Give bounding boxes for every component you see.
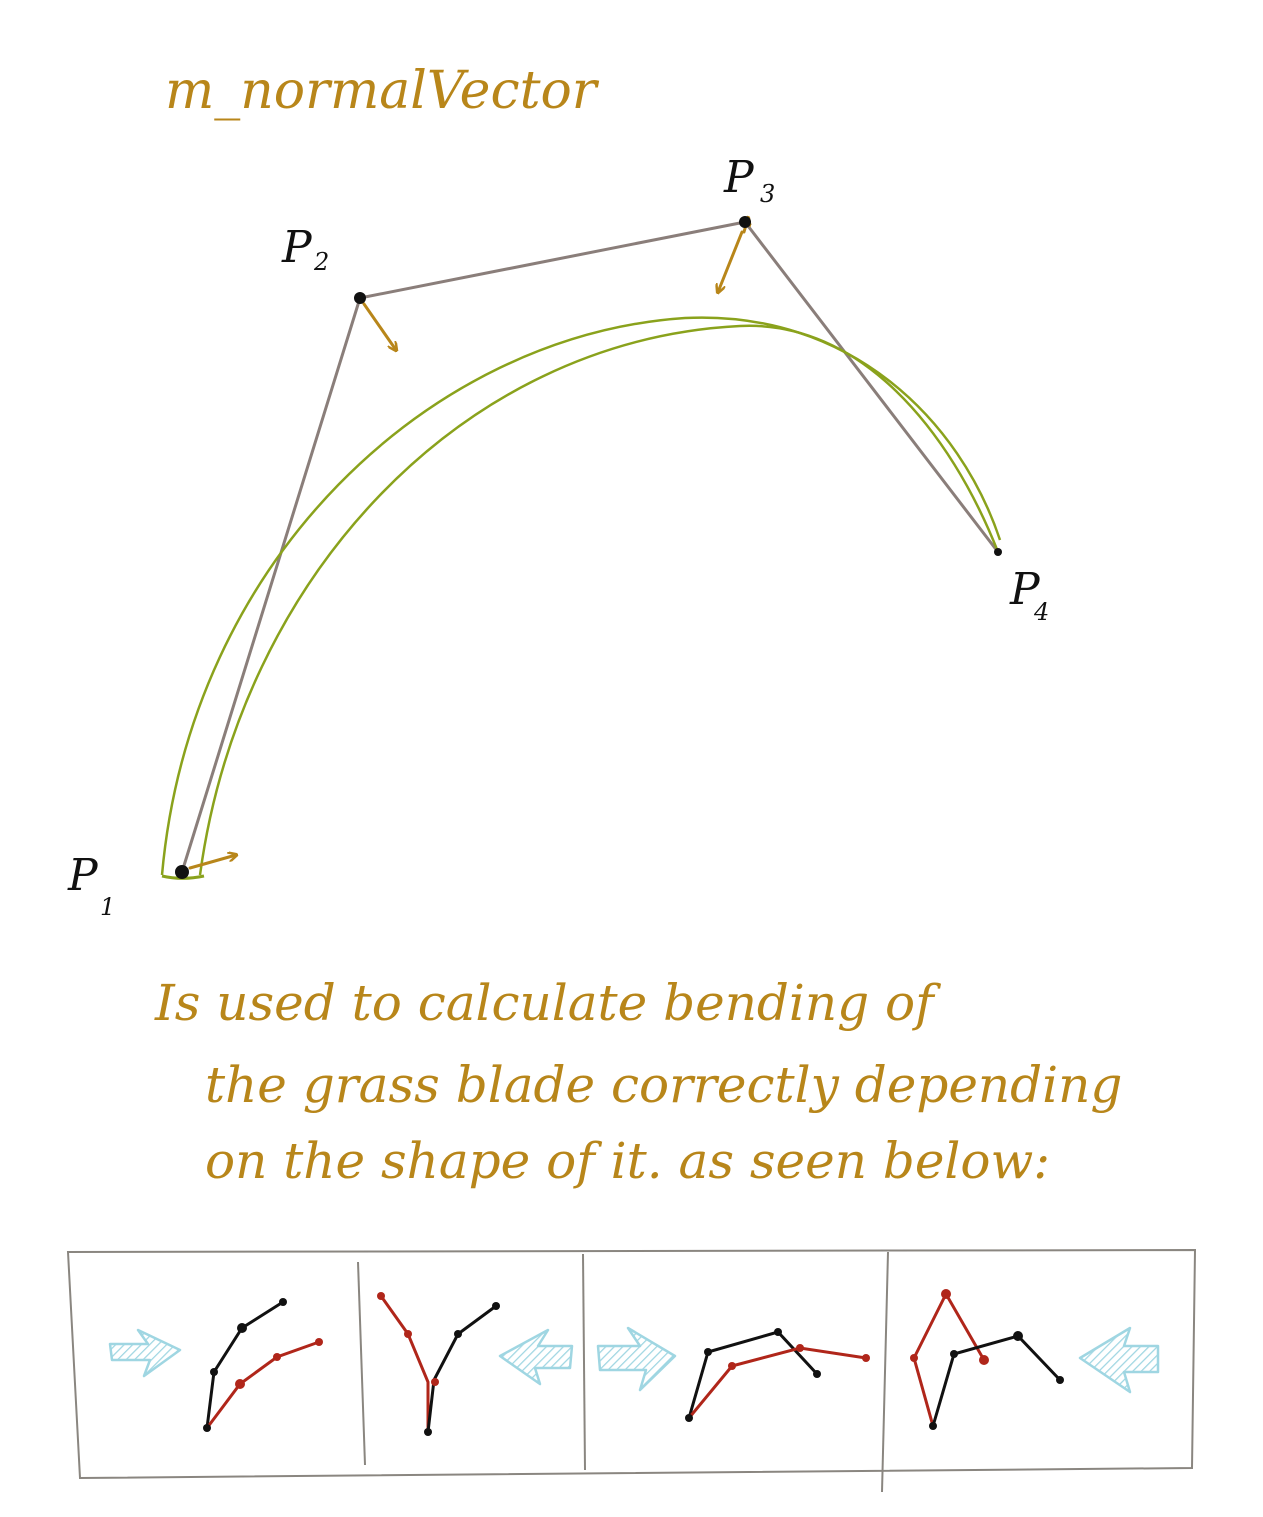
svg-text:P: P [1009,564,1041,615]
bent-blade [687,1346,867,1419]
svg-text:2: 2 [313,248,329,276]
label-p2: P 2 [281,222,329,276]
control-point-p2 [354,292,366,304]
svg-text:P: P [67,850,99,901]
svg-text:1: 1 [100,893,115,921]
svg-text:P: P [723,152,755,203]
description-line-2: the grass blade correctly depending [205,1056,1122,1114]
bezier-curve-inner [198,324,1000,876]
force-arrow-left-icon [498,1328,574,1386]
diagram-title: m_normalVector [165,61,600,121]
svg-text:P: P [281,222,313,273]
svg-text:3: 3 [760,180,775,208]
control-polygon [180,220,1000,873]
original-blade [687,1330,819,1419]
force-arrow-right-icon [596,1326,677,1392]
force-arrow-right-icon [108,1328,182,1378]
original-blade [426,1304,497,1433]
panel-2 [377,1292,574,1436]
label-p4: P 4 [1009,564,1049,626]
description-line-3: on the shape of it. as seen below: [205,1132,1050,1190]
label-p3: P 3 [723,152,775,208]
panel-strip [66,1248,1197,1493]
normal-arrow-p1 [188,855,236,870]
force-arrow-left-icon [1078,1326,1160,1394]
bent-blade [379,1295,430,1432]
bent-blade [912,1290,986,1427]
panel-strip-border [66,1248,1197,1480]
panel-4 [910,1289,1160,1430]
control-point-p1 [175,865,189,879]
description-line-1: Is used to calculate bending of [154,974,941,1032]
bent-blade [205,1340,320,1429]
svg-text:4: 4 [1033,598,1049,626]
control-point-p4 [994,548,1002,556]
panel-3 [596,1326,870,1422]
panel-divider-1 [357,1261,366,1466]
normal-arrow-p2 [362,302,396,350]
panel-1 [108,1298,323,1432]
panel-divider-3 [881,1251,889,1493]
panel-divider-2 [582,1253,586,1471]
original-blade [205,1300,284,1429]
label-p1: P 1 [67,850,115,921]
control-point-p3 [739,216,751,228]
original-blade [931,1334,1062,1427]
normal-arrow-p3 [718,230,744,292]
bezier-curve-outer [160,316,1002,876]
